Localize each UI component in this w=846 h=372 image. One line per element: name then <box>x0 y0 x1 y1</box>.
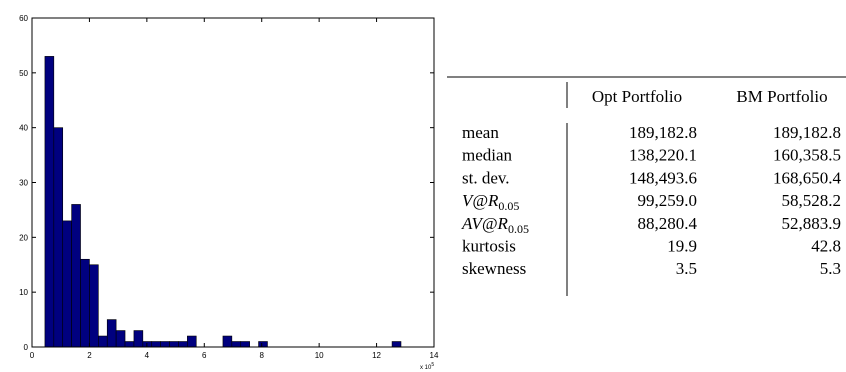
row-label: median <box>462 146 513 165</box>
x-tick-label: 12 <box>372 351 381 360</box>
column-header: BM Portfolio <box>736 87 827 106</box>
cell-value: 42.8 <box>811 237 841 256</box>
bar <box>151 341 161 348</box>
x-multiplier: x 105 <box>420 362 434 371</box>
bar <box>71 204 81 348</box>
cell-value: 99,259.0 <box>638 191 698 210</box>
y-tick-label: 20 <box>19 233 28 242</box>
x-tick-label: 2 <box>87 351 92 360</box>
cell-value: 52,883.9 <box>782 214 842 233</box>
y-tick-label: 0 <box>24 343 29 352</box>
bar <box>98 335 108 348</box>
bar <box>240 341 250 348</box>
x-tick-label: 8 <box>259 351 264 360</box>
bar <box>391 341 402 348</box>
x-tick-label: 14 <box>430 351 439 360</box>
row-label-sub: 0.05 <box>498 199 519 213</box>
bar <box>80 258 90 348</box>
multiplier-exponent: 5 <box>431 362 434 368</box>
cell-value: 189,182.8 <box>773 123 841 142</box>
x-tick-label: 10 <box>315 351 324 360</box>
cell-value: 160,358.5 <box>773 146 841 165</box>
bar <box>169 341 179 348</box>
bar <box>187 335 197 348</box>
cell-value: 148,493.6 <box>629 168 697 187</box>
x-tick-label: 4 <box>145 351 150 360</box>
cell-value: 19.9 <box>667 237 697 256</box>
x-tick-label: 0 <box>30 351 35 360</box>
cell-value: 58,528.2 <box>782 191 842 210</box>
bar <box>178 341 188 348</box>
bar <box>133 330 144 348</box>
row-label: skewness <box>462 259 526 278</box>
bar <box>160 341 170 348</box>
row-label-main: mean <box>462 123 499 142</box>
row-label-main: AV@R <box>461 214 509 233</box>
bar <box>53 127 64 348</box>
row-label: kurtosis <box>462 237 516 256</box>
cell-value: 189,182.8 <box>629 123 697 142</box>
y-tick-label: 60 <box>19 14 28 23</box>
bar <box>222 335 233 348</box>
bar <box>106 319 117 348</box>
row-label: V@R0.05 <box>462 191 519 213</box>
y-tick-label: 50 <box>19 69 28 78</box>
cell-value: 138,220.1 <box>629 146 697 165</box>
bar <box>231 341 242 348</box>
cell-value: 5.3 <box>820 259 841 278</box>
cell-value: 3.5 <box>676 259 697 278</box>
column-header: Opt Portfolio <box>592 87 682 106</box>
bar <box>44 56 55 348</box>
bar <box>115 330 126 348</box>
row-label-sub: 0.05 <box>508 222 529 236</box>
multiplier-base: x 10 <box>420 365 432 371</box>
row-label-main: V@R <box>462 191 499 210</box>
row-label-main: skewness <box>462 259 526 278</box>
row-label: st. dev. <box>462 168 510 187</box>
bar <box>258 341 268 348</box>
row-label-main: kurtosis <box>462 237 516 256</box>
x-tick-label: 6 <box>202 351 207 360</box>
y-tick-label: 30 <box>19 179 28 188</box>
bar <box>89 264 99 348</box>
bar <box>124 341 135 348</box>
bar <box>62 220 72 348</box>
cell-value: 88,280.4 <box>638 214 698 233</box>
row-label-main: st. dev. <box>462 168 510 187</box>
y-tick-label: 10 <box>19 288 28 297</box>
row-label: mean <box>462 123 499 142</box>
row-label: AV@R0.05 <box>461 214 529 236</box>
row-label-main: median <box>462 146 513 165</box>
y-tick-label: 40 <box>19 124 28 133</box>
cell-value: 168,650.4 <box>773 168 842 187</box>
